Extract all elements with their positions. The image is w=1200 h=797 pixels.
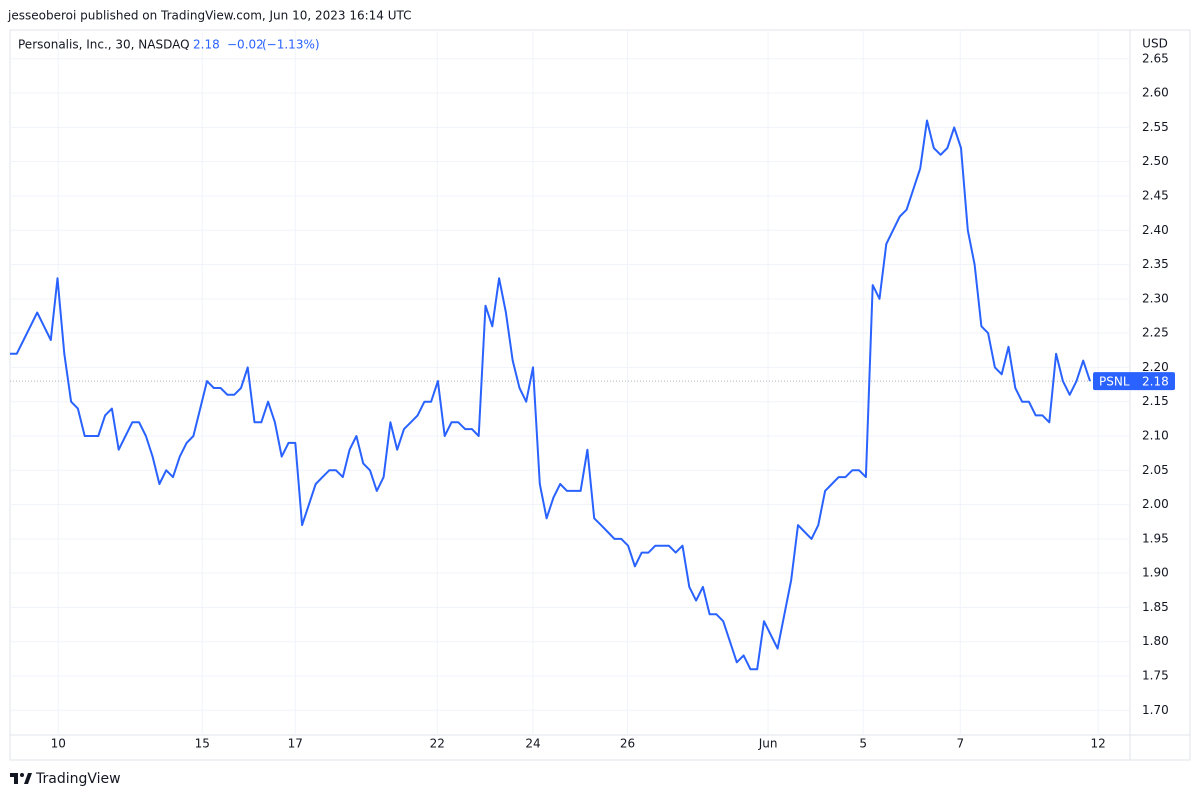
- y-tick-label: 2.25: [1142, 326, 1169, 340]
- y-tick-label: 2.45: [1142, 188, 1169, 202]
- x-tick-label: 12: [1091, 737, 1106, 751]
- y-tick-label: 2.00: [1142, 497, 1169, 511]
- y-tick-label: 1.80: [1142, 634, 1169, 648]
- price-tag-value: 2.18: [1142, 375, 1169, 389]
- y-tick-label: 2.15: [1142, 394, 1169, 408]
- y-tick-label: 2.40: [1142, 223, 1169, 237]
- price-line: [10, 119, 1091, 671]
- y-tick-label: 1.75: [1142, 669, 1169, 683]
- y-tick-label: 2.65: [1142, 51, 1169, 65]
- frame: [9, 29, 1191, 761]
- price-tag-name: PSNL: [1099, 375, 1130, 389]
- legend-price: 2.18: [193, 38, 220, 52]
- y-tick-label: 2.55: [1142, 120, 1169, 134]
- legend-change: −0.02: [227, 38, 264, 52]
- logo: [10, 773, 32, 784]
- y-tick-label: 1.95: [1142, 531, 1169, 545]
- y-tick-label: 1.90: [1142, 566, 1169, 580]
- y-tick-label: 2.05: [1142, 463, 1169, 477]
- x-tick-label: 17: [288, 737, 303, 751]
- x-tick-label: Jun: [758, 737, 778, 751]
- x-tick-label: 10: [51, 737, 66, 751]
- y-tick-label: 1.85: [1142, 600, 1169, 614]
- y-tick-label: 2.60: [1142, 86, 1169, 100]
- header: jesseoberoi published on TradingView.com…: [7, 9, 412, 23]
- grid: [10, 30, 1130, 735]
- y-tick-label: 2.10: [1142, 428, 1169, 442]
- y-tick-label: 2.30: [1142, 291, 1169, 305]
- currency: USD: [1142, 37, 1168, 51]
- y-tick-label: 1.70: [1142, 703, 1169, 717]
- x-tick-label: 7: [956, 737, 964, 751]
- legend-change-pct: (−1.13%): [262, 38, 320, 52]
- x-tick-label: 26: [620, 737, 635, 751]
- footer-brand: TradingView: [35, 771, 121, 787]
- y-tick-label: 2.20: [1142, 360, 1169, 374]
- symbol: Personalis, Inc., 30, NASDAQ: [18, 38, 190, 52]
- y-tick-label: 2.35: [1142, 257, 1169, 271]
- x-tick-label: 15: [195, 737, 210, 751]
- y-tick-label: 2.50: [1142, 154, 1169, 168]
- x-tick-label: 24: [525, 737, 540, 751]
- x-tick-label: 5: [859, 737, 867, 751]
- x-tick-label: 22: [430, 737, 445, 751]
- price-tag: [1093, 372, 1175, 391]
